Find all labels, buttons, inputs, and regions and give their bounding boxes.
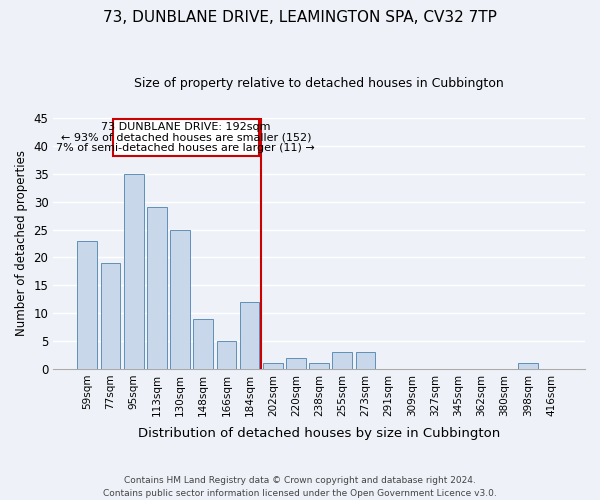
Bar xyxy=(193,318,213,369)
Bar xyxy=(263,364,283,369)
Bar xyxy=(147,207,167,369)
Bar xyxy=(356,352,376,369)
Bar xyxy=(170,230,190,369)
Text: ← 93% of detached houses are smaller (152): ← 93% of detached houses are smaller (15… xyxy=(61,132,311,142)
Bar xyxy=(332,352,352,369)
Text: 7% of semi-detached houses are larger (11) →: 7% of semi-detached houses are larger (1… xyxy=(56,143,315,153)
Bar xyxy=(124,174,143,369)
Bar xyxy=(101,263,121,369)
Text: 73 DUNBLANE DRIVE: 192sqm: 73 DUNBLANE DRIVE: 192sqm xyxy=(101,122,271,132)
Bar xyxy=(309,364,329,369)
Bar xyxy=(518,364,538,369)
Bar xyxy=(240,302,259,369)
Bar xyxy=(286,358,306,369)
FancyBboxPatch shape xyxy=(113,119,259,156)
X-axis label: Distribution of detached houses by size in Cubbington: Distribution of detached houses by size … xyxy=(138,427,500,440)
Text: Contains HM Land Registry data © Crown copyright and database right 2024.
Contai: Contains HM Land Registry data © Crown c… xyxy=(103,476,497,498)
Text: 73, DUNBLANE DRIVE, LEAMINGTON SPA, CV32 7TP: 73, DUNBLANE DRIVE, LEAMINGTON SPA, CV32… xyxy=(103,10,497,25)
Bar xyxy=(77,240,97,369)
Y-axis label: Number of detached properties: Number of detached properties xyxy=(15,150,28,336)
Bar xyxy=(217,341,236,369)
Title: Size of property relative to detached houses in Cubbington: Size of property relative to detached ho… xyxy=(134,78,504,90)
